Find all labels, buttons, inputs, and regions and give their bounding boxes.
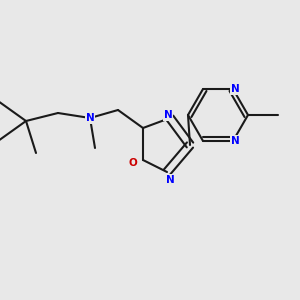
Text: N: N (231, 136, 239, 146)
Text: O: O (129, 158, 137, 168)
Text: N: N (166, 175, 174, 185)
Text: N: N (231, 84, 239, 94)
Text: N: N (164, 110, 172, 120)
Text: N: N (85, 113, 94, 123)
